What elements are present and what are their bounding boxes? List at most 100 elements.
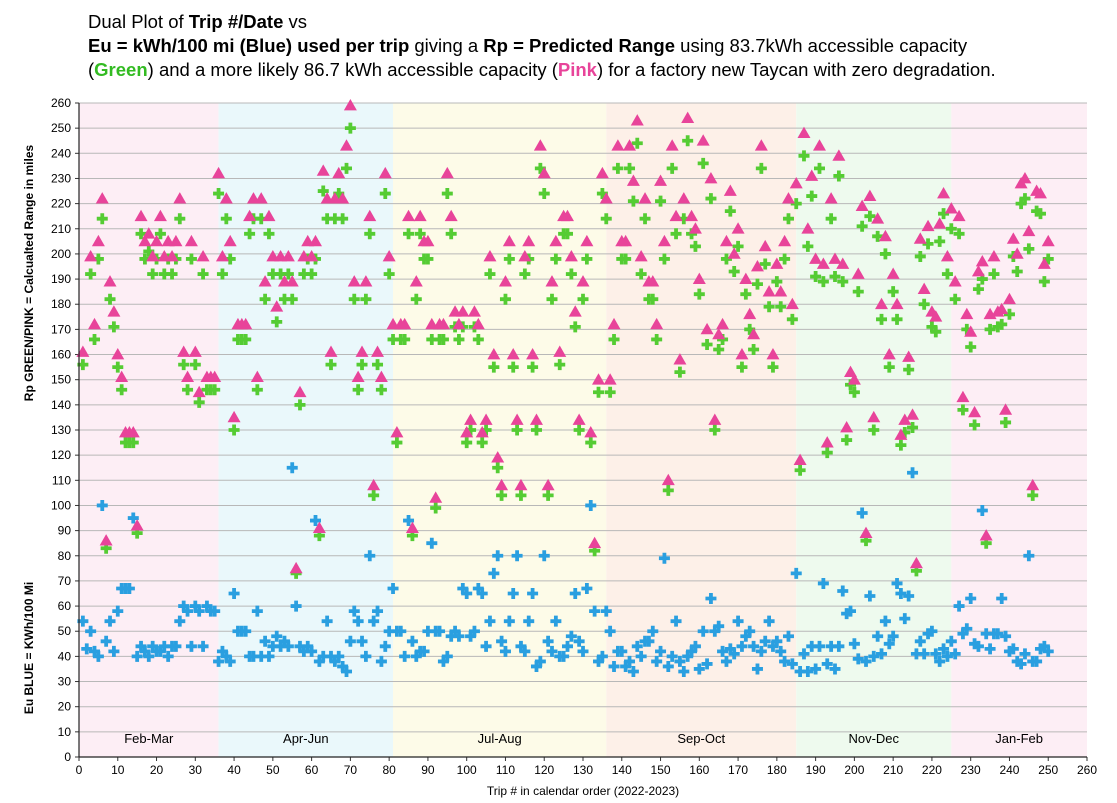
pink-triangle-point — [153, 209, 167, 222]
green-plus-point — [534, 162, 546, 174]
green-plus-point — [166, 268, 178, 280]
pink-triangle-point — [937, 187, 951, 199]
pink-triangle-point — [820, 436, 834, 448]
pink-triangle-point — [227, 410, 241, 423]
blue-plus-point — [507, 588, 519, 599]
pink-triangle-point — [568, 305, 582, 317]
pink-triangle-point — [638, 192, 652, 204]
pink-triangle-point — [824, 192, 838, 204]
green-plus-point — [92, 253, 104, 265]
pink-triangle-point — [549, 234, 563, 247]
green-plus-point — [879, 248, 891, 260]
pink-triangle-point — [623, 139, 637, 151]
y-tick-label: 250 — [51, 121, 71, 135]
blue-plus-point — [1015, 658, 1027, 670]
blue-plus-point — [914, 635, 926, 647]
green-plus-point — [930, 326, 942, 338]
pink-triangle-point — [646, 275, 660, 287]
green-plus-point — [550, 253, 562, 265]
blue-plus-point — [806, 640, 818, 652]
x-axis-label: Trip # in calendar order (2022-2023) — [487, 784, 679, 798]
pink-triangle-point — [270, 300, 284, 312]
blue-plus-point — [251, 605, 263, 617]
blue-plus-point — [263, 650, 275, 662]
green-plus-point — [938, 208, 950, 220]
pink-triangle-point — [603, 373, 617, 385]
blue-plus-point — [278, 635, 290, 647]
green-plus-point — [585, 437, 597, 449]
green-plus-point — [961, 323, 973, 335]
pink-triangle-point — [797, 126, 811, 139]
blue-plus-point — [511, 550, 523, 562]
blue-plus-point — [333, 650, 345, 662]
blue-plus-point — [786, 658, 798, 670]
blue-plus-point — [561, 640, 573, 652]
title-text: giving a — [409, 35, 484, 56]
pink-triangle-point — [700, 322, 714, 335]
green-plus-point — [220, 213, 232, 225]
pink-triangle-point — [906, 408, 920, 420]
green-plus-point — [426, 333, 438, 345]
title-pink-word: Pink — [557, 59, 597, 80]
pink-triangle-point — [138, 234, 152, 247]
chart-title: Dual Plot of Trip #/Date vs Eu = kWh/100… — [88, 10, 1108, 82]
green-plus-point — [821, 447, 833, 459]
blue-plus-point — [569, 588, 581, 599]
pink-triangle-point — [940, 249, 954, 262]
green-plus-point — [883, 361, 895, 373]
blue-plus-point — [1003, 645, 1015, 657]
blue-plus-point — [972, 640, 984, 652]
pink-triangle-point — [592, 373, 606, 385]
blue-plus-point — [589, 605, 601, 617]
blue-plus-point — [364, 550, 376, 562]
green-plus-point — [972, 283, 984, 295]
pink-triangle-point — [809, 252, 823, 264]
green-plus-point — [577, 293, 589, 305]
blue-plus-point — [267, 640, 279, 652]
pink-triangle-point — [347, 275, 361, 287]
green-plus-point — [375, 384, 387, 396]
green-plus-point — [759, 258, 771, 270]
blue-plus-point — [255, 650, 267, 662]
green-plus-point — [674, 366, 686, 378]
green-plus-point — [1034, 208, 1046, 220]
x-tick-label: 50 — [266, 763, 280, 777]
blue-plus-point — [1011, 655, 1023, 667]
blue-plus-point — [647, 625, 659, 637]
blue-plus-point — [1034, 643, 1046, 655]
x-tick-label: 0 — [76, 763, 83, 777]
y-tick-label: 20 — [58, 700, 72, 714]
band-label: Apr-Jun — [283, 731, 329, 746]
blue-plus-point — [162, 650, 174, 662]
blue-plus-point — [240, 625, 252, 637]
pink-triangle-point — [99, 534, 113, 546]
title-green-word: Green — [94, 59, 148, 80]
y-axis-label-upper: Rp GREEN/PINK = Calcualted Range in mile… — [22, 144, 36, 401]
green-plus-point — [639, 213, 651, 225]
pink-triangle-point — [917, 282, 931, 295]
pink-triangle-point — [987, 249, 1001, 262]
pink-triangle-point — [762, 285, 776, 297]
blue-plus-point — [593, 655, 605, 667]
green-plus-point — [810, 271, 822, 283]
blue-plus-point — [185, 640, 197, 652]
blue-plus-point — [499, 645, 511, 657]
blue-plus-point — [480, 640, 492, 652]
pink-triangle-point — [971, 265, 985, 277]
green-plus-point — [565, 268, 577, 280]
blue-plus-point — [996, 593, 1008, 605]
pink-triangle-point — [921, 219, 935, 232]
axis-frame — [78, 103, 1087, 758]
green-plus-point — [941, 268, 953, 280]
pink-triangle-point — [626, 174, 640, 186]
pink-triangle-point — [146, 249, 160, 262]
green-plus-point — [589, 545, 601, 557]
blue-plus-point — [848, 638, 860, 650]
pink-triangle-point — [219, 192, 233, 204]
blue-plus-point — [678, 665, 690, 677]
green-plus-point — [693, 288, 705, 300]
blue-plus-point — [670, 615, 682, 627]
green-plus-point — [368, 489, 380, 501]
green-plus-point — [147, 268, 159, 280]
